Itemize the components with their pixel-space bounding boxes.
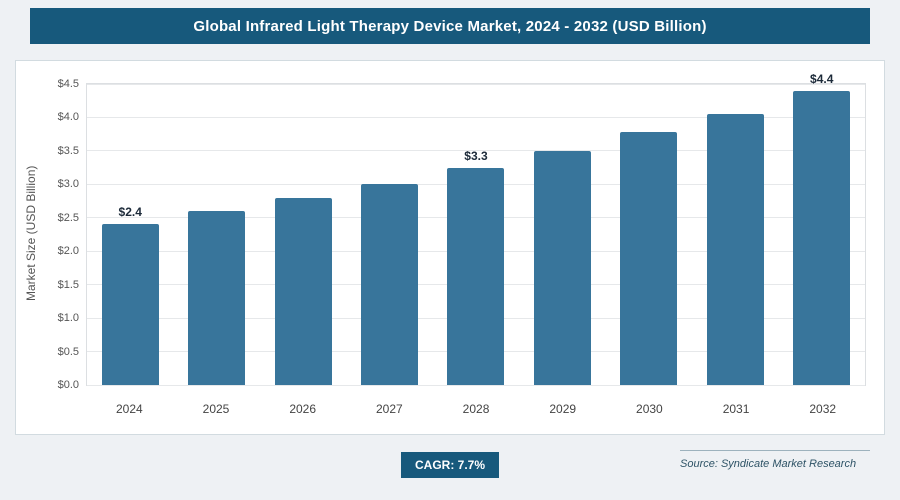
x-tick-label: 2032 <box>809 402 837 416</box>
gridline <box>87 384 865 386</box>
y-tick-label: $2.0 <box>57 245 79 258</box>
y-tick-label: $1.0 <box>57 312 79 325</box>
bars-row: $2.4 $3.3 $4.4 <box>87 72 865 385</box>
page-title: Global Infrared Light Therapy Device Mar… <box>193 17 707 35</box>
bar-slot <box>346 84 432 385</box>
y-tick-label: $2.5 <box>57 211 79 224</box>
gridline <box>87 150 865 152</box>
cagr-badge: CAGR: 7.7% <box>400 452 500 478</box>
bar-2032: $4.4 <box>793 72 851 385</box>
bar-2024: $2.4 <box>101 205 159 385</box>
bar-2027 <box>361 184 419 385</box>
x-tick-label: 2026 <box>289 402 317 416</box>
y-axis-title: Market Size (USD Billion) <box>24 165 38 302</box>
bar-2026 <box>274 197 332 385</box>
bar-slot <box>173 84 259 385</box>
x-tick-label: 2031 <box>722 402 750 416</box>
bar-slot <box>260 84 346 385</box>
bar-2030 <box>620 132 678 385</box>
chart-card: Market Size (USD Billion) $2.4 $3.3 $4.4 $… <box>15 60 885 435</box>
y-tick-label: $0.5 <box>57 345 79 358</box>
chart-title-banner: Global Infrared Light Therapy Device Mar… <box>30 8 870 44</box>
bar-slot: $3.3 <box>433 84 519 385</box>
x-tick-label: 2025 <box>202 402 230 416</box>
gridline <box>87 116 865 118</box>
source-note: Source: Syndicate Market Research <box>680 450 870 470</box>
x-tick-label: 2029 <box>549 402 577 416</box>
y-tick-label: $0.0 <box>57 379 79 391</box>
bar-2028: $3.3 <box>447 149 505 385</box>
bar-value-label: $3.3 <box>464 148 488 163</box>
x-tick-label: 2030 <box>636 402 663 416</box>
y-tick-label: $3.5 <box>57 144 79 157</box>
x-axis-labels: 2024 2025 2026 2027 2028 2029 2030 2031 2032 <box>86 394 866 424</box>
bar-slot <box>606 84 692 385</box>
y-tick-label: $4.5 <box>57 78 79 90</box>
bar-2025 <box>188 211 246 385</box>
bar-slot: $4.4 <box>779 72 865 385</box>
x-tick-label: 2027 <box>376 402 403 416</box>
y-tick-label: $1.5 <box>57 278 79 291</box>
bar-2031 <box>706 114 764 385</box>
plot-area: $2.4 $3.3 $4.4 $0.0 $0.5 $1.0 $1.5 $2.0 $2.5 $3.… <box>58 72 866 391</box>
bar-slot: $2.4 <box>87 84 173 385</box>
bar-value-label: $4.4 <box>810 71 834 86</box>
gridline <box>87 83 865 85</box>
bar-value-label: $2.4 <box>118 205 142 220</box>
x-tick-label: 2028 <box>462 402 490 416</box>
y-tick-label: $3.0 <box>57 178 79 191</box>
bar-slot <box>692 84 778 385</box>
y-tick-label: $4.0 <box>57 111 79 124</box>
bar-slot <box>519 84 605 385</box>
x-tick-label: 2024 <box>115 402 143 416</box>
bar-2029 <box>533 150 591 385</box>
